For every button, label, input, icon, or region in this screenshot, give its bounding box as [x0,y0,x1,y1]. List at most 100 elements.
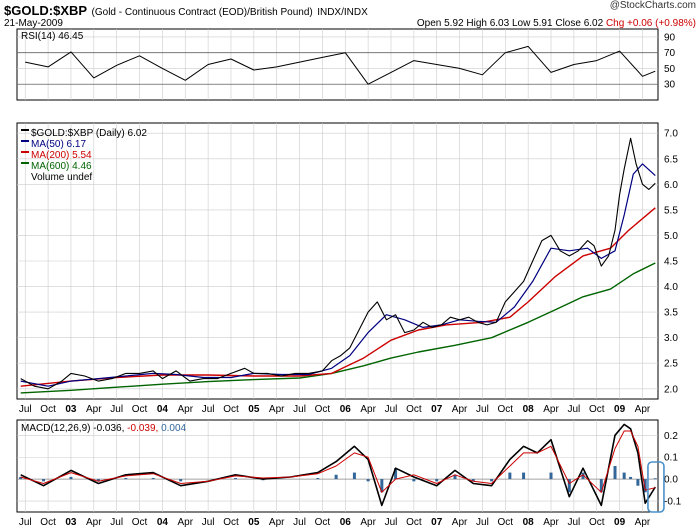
macd-highlight-box [647,461,665,513]
volume-legend: Volume undef [31,172,92,183]
price-xtick-label: Oct [40,404,56,415]
price-xtick-label: Oct [589,404,605,415]
macd-xtick-label: 03 [65,517,77,528]
open-value: Open 5.92 [416,18,464,29]
macd-xtick-label: Apr [177,517,193,528]
macd-xtick-label: Jul [202,517,215,528]
price-xtick-label: Oct [132,404,148,415]
price-legend: $GOLD:$XBP (Daily) 6.02 [31,128,147,139]
macd-xtick-label: Oct [132,517,148,528]
macd-xtick-label: Apr [360,517,376,528]
macd-xtick-label: Jul [476,517,489,528]
low-value: Low 5.91 [511,18,553,29]
macd-xtick-label: Apr [269,517,285,528]
macd-xtick-label: Jul [567,517,580,528]
macd-xtick-label: Oct [223,517,239,528]
price-line [20,137,656,390]
macd-legend-part: MACD(12,26,9) [21,423,93,434]
change-value: Chg +0.06 (+0.98%) [605,18,696,29]
price-xtick-label: Oct [223,404,239,415]
price-xtick-label: Jul [19,404,32,415]
macd-xtick-label: 08 [523,517,535,528]
macd-xtick-label: Oct [589,517,605,528]
ma50-legend-swatch [21,140,29,142]
price-xtick-label: Oct [315,404,331,415]
macd-xtick-label: 07 [431,517,443,528]
price-xtick-label: Jul [567,404,580,415]
macd-ytick-label: 0.2 [664,431,678,442]
ma600-legend: MA(600) 4.46 [31,161,92,172]
macd-xtick-label: 05 [248,517,260,528]
price-ytick-label: 5.0 [664,231,678,242]
symbol-description: (Gold - Continuous Contract (EOD)/Britis… [91,7,313,18]
price-xtick-label: Oct [498,404,514,415]
rsi-ytick-label: 30 [664,80,676,91]
high-value: High 6.03 [466,18,510,29]
rsi-legend: RSI(14) 46.45 [21,31,84,42]
macd-xtick-label: Oct [406,517,422,528]
macd-xtick-label: Oct [498,517,514,528]
price-xtick-label: Apr [635,404,651,415]
macd-xtick-label: Oct [40,517,56,528]
price-xtick-label: 03 [65,404,77,415]
price-xtick-label: Jul [293,404,306,415]
macd-xtick-label: Jul [19,517,32,528]
price-ytick-label: 6.0 [664,180,678,191]
macd-legend-part: 0.004 [161,423,186,434]
price-ytick-label: 3.0 [664,333,678,344]
ma600-line [20,262,656,394]
rsi-ytick-label: 90 [664,32,676,43]
chart-date: 21-May-2009 [4,18,63,29]
price-xtick-label: Apr [269,404,285,415]
macd-legend-part: -0.039, [127,423,161,434]
price-legend-swatch [21,129,29,131]
macd-xtick-label: Jul [385,517,398,528]
price-ytick-label: 5.5 [664,205,678,216]
price-ytick-label: 4.5 [664,257,678,268]
symbol-title: $GOLD:$XBP [4,3,88,18]
price-xtick-label: 04 [157,404,169,415]
price-xtick-label: Apr [86,404,102,415]
price-ytick-label: 4.0 [664,282,678,293]
price-ytick-label: 6.5 [664,154,678,165]
price-xtick-label: 05 [248,404,260,415]
macd-xtick-label: Jul [293,517,306,528]
price-ytick-label: 2.5 [664,359,678,370]
brand-logo: @StockCharts.com [609,0,696,11]
rsi-line [25,45,656,85]
price-xtick-label: 06 [340,404,352,415]
price-xtick-label: Apr [543,404,559,415]
price-xtick-label: Apr [360,404,376,415]
ma50-line [20,163,656,387]
macd-xtick-label: Apr [635,517,651,528]
price-xtick-label: 09 [614,404,626,415]
price-xtick-label: Jul [476,404,489,415]
macd-xtick-label: 06 [340,517,352,528]
ma200-legend: MA(200) 5.54 [31,150,92,161]
price-xtick-label: Apr [452,404,468,415]
macd-xtick-label: 04 [157,517,169,528]
macd-xtick-label: Apr [452,517,468,528]
macd-xtick-label: Apr [86,517,102,528]
price-xtick-label: Jul [385,404,398,415]
macd-legend: MACD(12,26,9) -0.036, -0.039, 0.004 [21,423,187,434]
price-xtick-label: Jul [202,404,215,415]
exchange-label: INDX/INDX [317,7,368,18]
price-xtick-label: 08 [523,404,535,415]
ma200-line [20,207,656,387]
macd-ytick-label: -0.1 [664,497,682,508]
close-value: Close 6.02 [555,18,604,29]
rsi-ytick-label: 70 [664,48,676,59]
macd-line [20,423,656,507]
price-ytick-label: 2.0 [664,384,678,395]
signal-line [20,430,656,493]
ohlc-readout: Open 5.92 High 6.03 Low 5.91 Close 6.02 … [417,18,696,29]
rsi-ytick-label: 50 [664,64,676,75]
ma200-legend-swatch [21,151,29,153]
chart-header: $GOLD:$XBP (Gold - Continuous Contract (… [4,2,696,20]
macd-xtick-label: Oct [315,517,331,528]
ma600-legend-swatch [21,162,29,164]
price-ytick-label: 7.0 [664,129,678,140]
price-ytick-label: 3.5 [664,308,678,319]
